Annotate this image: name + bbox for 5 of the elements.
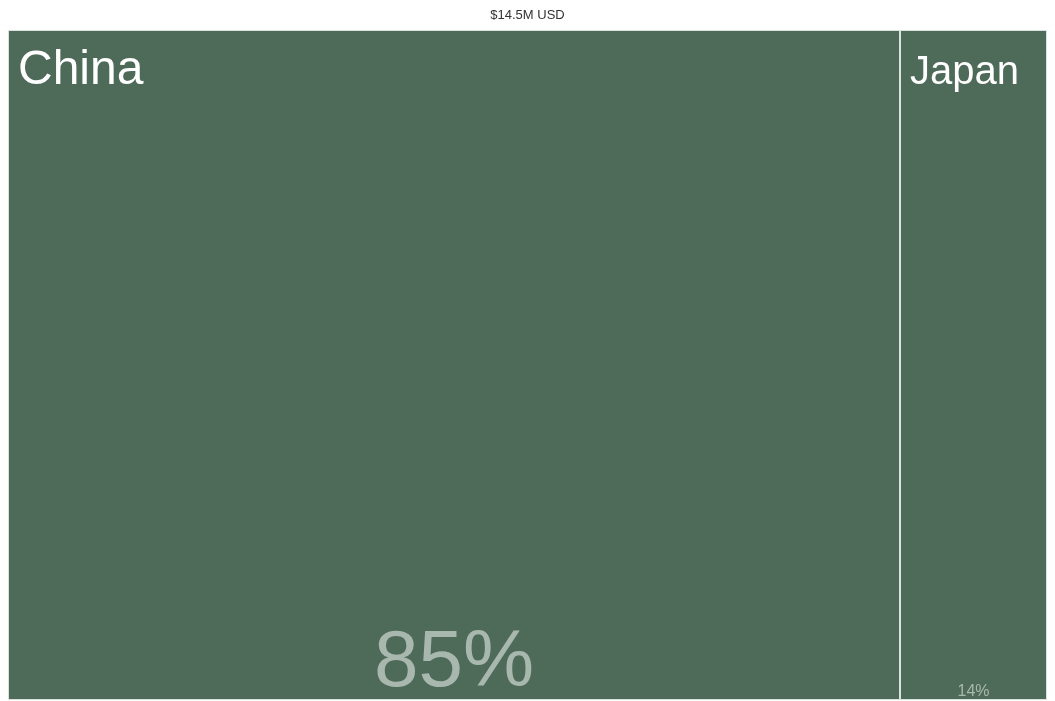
data-label: 14% [957, 682, 990, 699]
category-label: China [18, 41, 144, 94]
category-label: Japan [910, 48, 1019, 92]
data-label: 85% [373, 614, 535, 701]
text: $14.5M USD [489, 7, 566, 24]
